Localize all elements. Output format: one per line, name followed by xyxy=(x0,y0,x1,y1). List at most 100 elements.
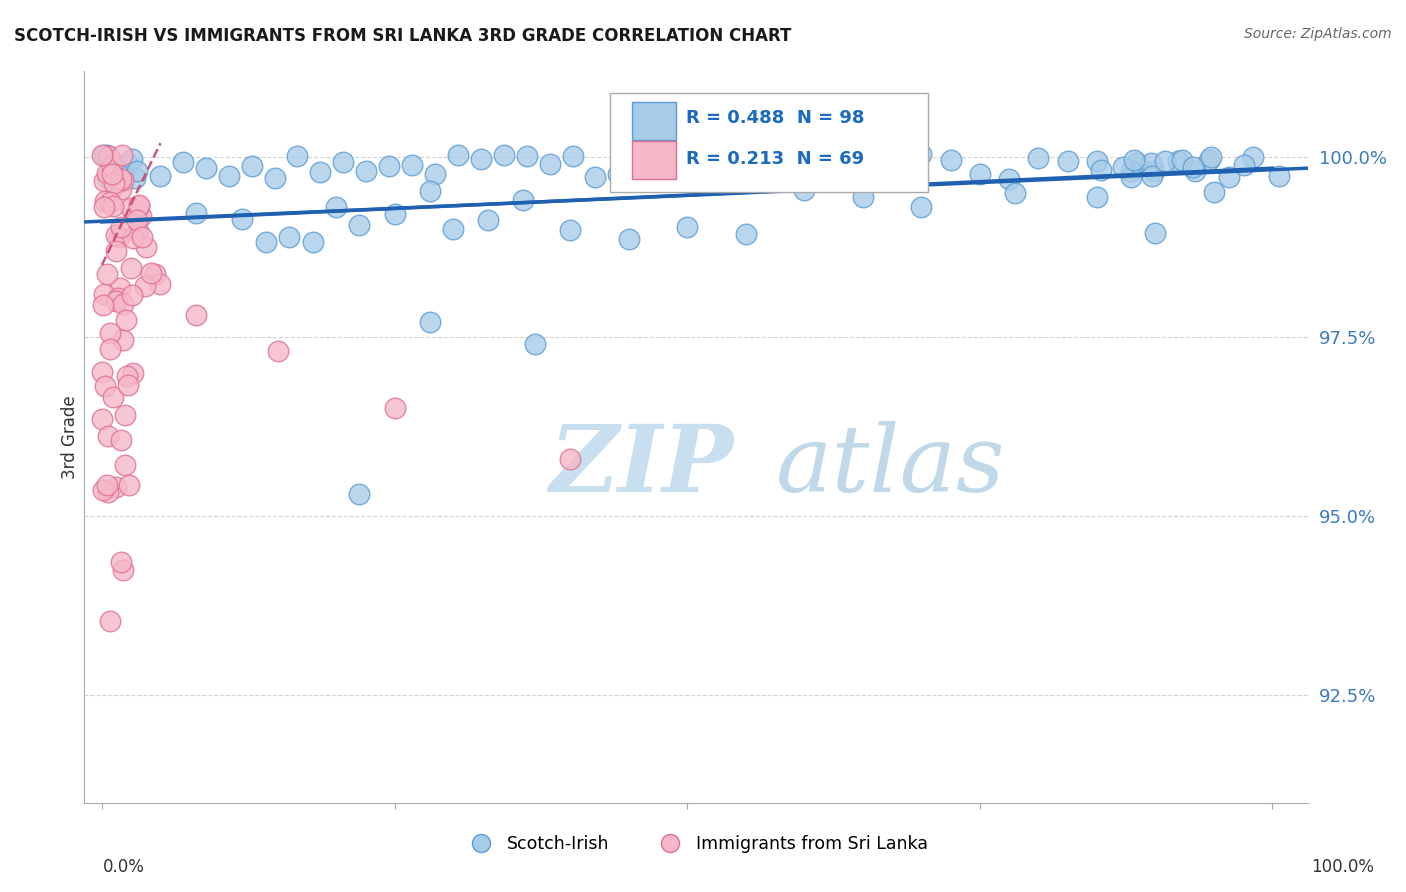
Point xyxy=(1201,150,1223,164)
Text: atlas: atlas xyxy=(776,421,1005,511)
Point xyxy=(1218,170,1240,185)
Point xyxy=(652,163,675,178)
Point xyxy=(676,162,699,177)
Point xyxy=(309,165,332,179)
Point xyxy=(447,147,470,161)
Point xyxy=(1241,150,1264,164)
Point xyxy=(184,308,207,322)
Point xyxy=(585,169,607,184)
Point xyxy=(349,487,371,501)
Point xyxy=(127,224,149,238)
Point xyxy=(734,227,756,242)
FancyBboxPatch shape xyxy=(610,94,928,192)
Point xyxy=(793,158,815,172)
Point xyxy=(1121,170,1143,185)
Text: R = 0.213  N = 69: R = 0.213 N = 69 xyxy=(686,150,865,168)
Point xyxy=(128,198,150,212)
Point xyxy=(98,342,121,356)
Point xyxy=(172,154,194,169)
Point xyxy=(91,298,114,312)
Point xyxy=(91,365,114,379)
Point xyxy=(910,200,932,214)
Point xyxy=(96,478,118,492)
Point xyxy=(1267,169,1289,183)
Point xyxy=(423,167,446,181)
Point xyxy=(524,336,547,351)
Point xyxy=(1202,186,1225,200)
Point xyxy=(121,152,143,166)
Point xyxy=(149,169,172,184)
Point xyxy=(96,166,118,180)
Point xyxy=(492,148,515,162)
Point xyxy=(110,433,132,447)
Point xyxy=(240,160,263,174)
Point xyxy=(441,222,464,236)
Point xyxy=(101,159,124,173)
Point xyxy=(325,200,347,214)
Point xyxy=(1198,153,1220,167)
Point xyxy=(121,288,143,302)
Point xyxy=(100,195,122,210)
Point xyxy=(1184,163,1206,178)
Point xyxy=(1090,163,1112,178)
Point xyxy=(852,190,875,204)
Point xyxy=(120,260,142,275)
Point xyxy=(1233,158,1256,172)
Point xyxy=(93,200,115,214)
Text: SCOTCH-IRISH VS IMMIGRANTS FROM SRI LANKA 3RD GRADE CORRELATION CHART: SCOTCH-IRISH VS IMMIGRANTS FROM SRI LANK… xyxy=(14,27,792,45)
Point xyxy=(104,157,127,171)
Point xyxy=(706,151,728,165)
Point xyxy=(1143,164,1166,178)
Point xyxy=(384,401,406,416)
Point xyxy=(110,172,132,186)
Point xyxy=(107,292,129,306)
Point xyxy=(538,157,561,171)
Point xyxy=(110,219,132,234)
Point xyxy=(384,207,406,221)
Point xyxy=(676,219,699,234)
Point xyxy=(98,326,121,340)
Point xyxy=(287,149,309,163)
Point xyxy=(111,173,134,187)
Point xyxy=(104,244,127,258)
Y-axis label: 3rd Grade: 3rd Grade xyxy=(62,395,80,479)
Point xyxy=(676,165,699,179)
Point xyxy=(512,193,534,207)
Point xyxy=(124,170,146,185)
Point xyxy=(114,458,136,472)
Point xyxy=(356,164,378,178)
Point xyxy=(231,211,253,226)
Point xyxy=(1028,152,1050,166)
Point xyxy=(143,267,166,281)
Point xyxy=(419,185,441,199)
Point xyxy=(115,312,138,326)
FancyBboxPatch shape xyxy=(633,102,676,140)
Point xyxy=(194,161,217,175)
Point xyxy=(129,209,152,223)
Point xyxy=(1140,156,1163,170)
FancyBboxPatch shape xyxy=(633,142,676,179)
Point xyxy=(332,155,354,169)
Point xyxy=(516,149,538,163)
Point xyxy=(128,199,150,213)
Point xyxy=(91,412,114,426)
Point xyxy=(184,206,207,220)
Point xyxy=(1167,153,1189,168)
Point xyxy=(734,163,756,178)
Point xyxy=(96,267,118,281)
Point xyxy=(349,219,371,233)
Point xyxy=(1056,154,1078,169)
Point xyxy=(561,149,583,163)
Point xyxy=(96,170,118,185)
Point xyxy=(122,231,145,245)
Point xyxy=(1085,190,1108,204)
Point xyxy=(1123,153,1146,167)
Point xyxy=(97,429,120,443)
Point xyxy=(1144,226,1167,240)
Point xyxy=(254,235,277,249)
Point xyxy=(122,366,145,380)
Point xyxy=(107,229,129,244)
Point xyxy=(793,183,815,197)
Point xyxy=(125,164,148,178)
Point xyxy=(135,240,157,254)
